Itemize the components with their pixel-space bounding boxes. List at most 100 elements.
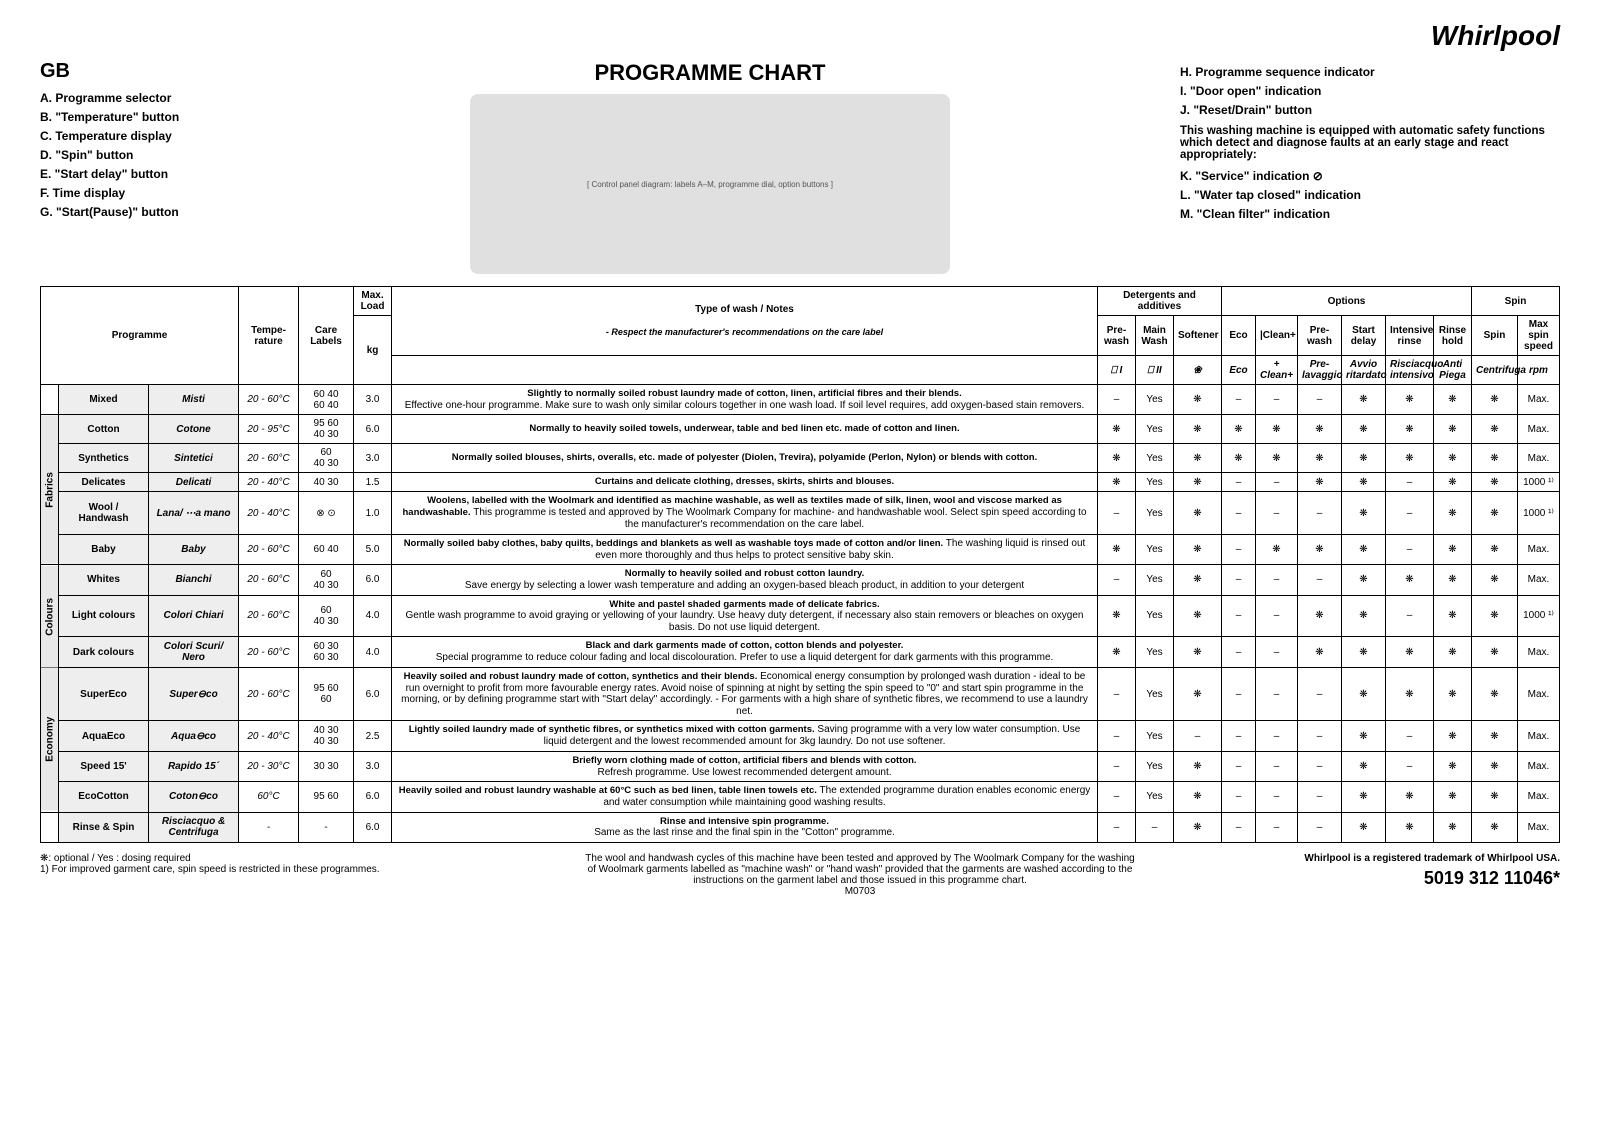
- legend-i: I. "Door open" indication: [1180, 84, 1560, 98]
- prog-opt-6: ❋: [1341, 565, 1385, 595]
- prog-opt-9: ❋: [1471, 812, 1517, 842]
- prog-opt-5: ❋: [1297, 415, 1341, 444]
- prog-it: Misti: [149, 385, 239, 415]
- prog-notes: Normally soiled baby clothes, baby quilt…: [392, 534, 1098, 564]
- hdr-cleanplus: |Clean+: [1255, 316, 1297, 356]
- prog-load: 6.0: [354, 667, 392, 720]
- category-fabrics: Fabrics: [41, 415, 59, 565]
- prog-care: 6040 30: [299, 595, 354, 637]
- prog-temp: 20 - 60°C: [239, 637, 299, 667]
- legend-j: J. "Reset/Drain" button: [1180, 103, 1560, 117]
- prog-notes: Lightly soiled laundry made of synthetic…: [392, 721, 1098, 751]
- page-title: PROGRAMME CHART: [260, 60, 1160, 86]
- footnote-right: Whirlpool is a registered trademark of W…: [1260, 853, 1560, 897]
- prog-opt-1: Yes: [1135, 782, 1173, 812]
- prog-load: 4.0: [354, 595, 392, 637]
- prog-load: 4.0: [354, 637, 392, 667]
- prog-opt-0: –: [1097, 385, 1135, 415]
- prog-notes: Heavily soiled and robust laundry made o…: [392, 667, 1098, 720]
- table-row: EconomySuperEcoSuper⊖co20 - 60°C95 60606…: [41, 667, 1560, 720]
- prog-opt-4: –: [1255, 721, 1297, 751]
- prog-it: Delicati: [149, 473, 239, 492]
- prog-temp: 20 - 40°C: [239, 721, 299, 751]
- prog-opt-4: –: [1255, 473, 1297, 492]
- hdr-detergents: Detergents and additives: [1097, 287, 1221, 316]
- prog-opt-1: Yes: [1135, 415, 1173, 444]
- prog-opt-7: –: [1385, 473, 1433, 492]
- prog-opt-6: ❋: [1341, 444, 1385, 473]
- category-empty: [41, 385, 59, 415]
- prog-en: Baby: [59, 534, 149, 564]
- footnote-spinrestrict: 1) For improved garment care, spin speed…: [40, 864, 460, 875]
- prog-en: Speed 15': [59, 751, 149, 781]
- prog-opt-7: ❋: [1385, 782, 1433, 812]
- prog-it: Risciacquo & Centrifuga: [149, 812, 239, 842]
- prog-opt-4: –: [1255, 782, 1297, 812]
- prog-opt-2: ❋: [1173, 492, 1221, 534]
- table-row: ColoursWhitesBianchi20 - 60°C6040 306.0N…: [41, 565, 1560, 595]
- prog-care: 95 6040 30: [299, 415, 354, 444]
- prog-it: Bianchi: [149, 565, 239, 595]
- prog-temp: 20 - 60°C: [239, 667, 299, 720]
- prog-notes: Heavily soiled and robust laundry washab…: [392, 782, 1098, 812]
- prog-opt-5: –: [1297, 492, 1341, 534]
- prog-en: Whites: [59, 565, 149, 595]
- prog-opt-0: –: [1097, 492, 1135, 534]
- prog-temp: 20 - 60°C: [239, 385, 299, 415]
- legend-m: M. "Clean filter" indication: [1180, 207, 1560, 221]
- prog-opt-8: ❋: [1433, 751, 1471, 781]
- prog-care: 95 6060: [299, 667, 354, 720]
- country-code: GB: [40, 60, 240, 83]
- prog-opt-5: ❋: [1297, 534, 1341, 564]
- prog-opt-9: ❋: [1471, 667, 1517, 720]
- prog-opt-7: ❋: [1385, 415, 1433, 444]
- prog-opt-10: 1000 ¹⁾: [1517, 492, 1559, 534]
- prog-load: 3.0: [354, 751, 392, 781]
- prog-opt-10: 1000 ¹⁾: [1517, 595, 1559, 637]
- prog-opt-8: ❋: [1433, 595, 1471, 637]
- prog-opt-8: ❋: [1433, 637, 1471, 667]
- prog-opt-0: –: [1097, 667, 1135, 720]
- table-row: MixedMisti20 - 60°C60 4060 403.0Slightly…: [41, 385, 1560, 415]
- prog-opt-5: –: [1297, 385, 1341, 415]
- hdr-maxload: Max. Load: [354, 287, 392, 316]
- prog-opt-10: Max.: [1517, 667, 1559, 720]
- hdr-opt-intrinse: Intensive rinse: [1385, 316, 1433, 356]
- prog-opt-1: Yes: [1135, 385, 1173, 415]
- prog-opt-9: ❋: [1471, 534, 1517, 564]
- hdr-maxspin: Max spin speed: [1517, 316, 1559, 356]
- prog-opt-1: Yes: [1135, 565, 1173, 595]
- prog-opt-6: ❋: [1341, 385, 1385, 415]
- table-row: FabricsCottonCotone20 - 95°C95 6040 306.…: [41, 415, 1560, 444]
- prog-opt-4: –: [1255, 667, 1297, 720]
- table-row: Speed 15'Rapido 15´20 - 30°C30 303.0Brie…: [41, 751, 1560, 781]
- prog-opt-4: –: [1255, 565, 1297, 595]
- prog-en: Cotton: [59, 415, 149, 444]
- prog-opt-2: ❋: [1173, 667, 1221, 720]
- prog-opt-0: ❋: [1097, 534, 1135, 564]
- prog-opt-6: ❋: [1341, 782, 1385, 812]
- prog-it: Super⊖co: [149, 667, 239, 720]
- prog-opt-3: –: [1221, 595, 1255, 637]
- prog-it: Colori Chiari: [149, 595, 239, 637]
- prog-care: 30 30: [299, 751, 354, 781]
- prog-en: Mixed: [59, 385, 149, 415]
- prog-opt-1: Yes: [1135, 534, 1173, 564]
- prog-opt-3: –: [1221, 812, 1255, 842]
- table-row: EcoCottonCoton⊖co60°C95 606.0Heavily soi…: [41, 782, 1560, 812]
- hdr-spin-it: Centrifuga: [1471, 356, 1517, 385]
- prog-opt-3: –: [1221, 751, 1255, 781]
- prog-opt-6: ❋: [1341, 637, 1385, 667]
- prog-opt-4: ❋: [1255, 534, 1297, 564]
- prog-opt-9: ❋: [1471, 565, 1517, 595]
- legend-h: H. Programme sequence indicator: [1180, 65, 1560, 79]
- hdr-options: Options: [1221, 287, 1471, 316]
- prog-opt-3: –: [1221, 534, 1255, 564]
- prog-temp: 20 - 40°C: [239, 492, 299, 534]
- prog-opt-8: ❋: [1433, 492, 1471, 534]
- prog-opt-2: ❋: [1173, 812, 1221, 842]
- prog-notes: Normally to heavily soiled towels, under…: [392, 415, 1098, 444]
- prog-opt-1: Yes: [1135, 492, 1173, 534]
- prog-opt-8: ❋: [1433, 415, 1471, 444]
- prog-opt-4: –: [1255, 812, 1297, 842]
